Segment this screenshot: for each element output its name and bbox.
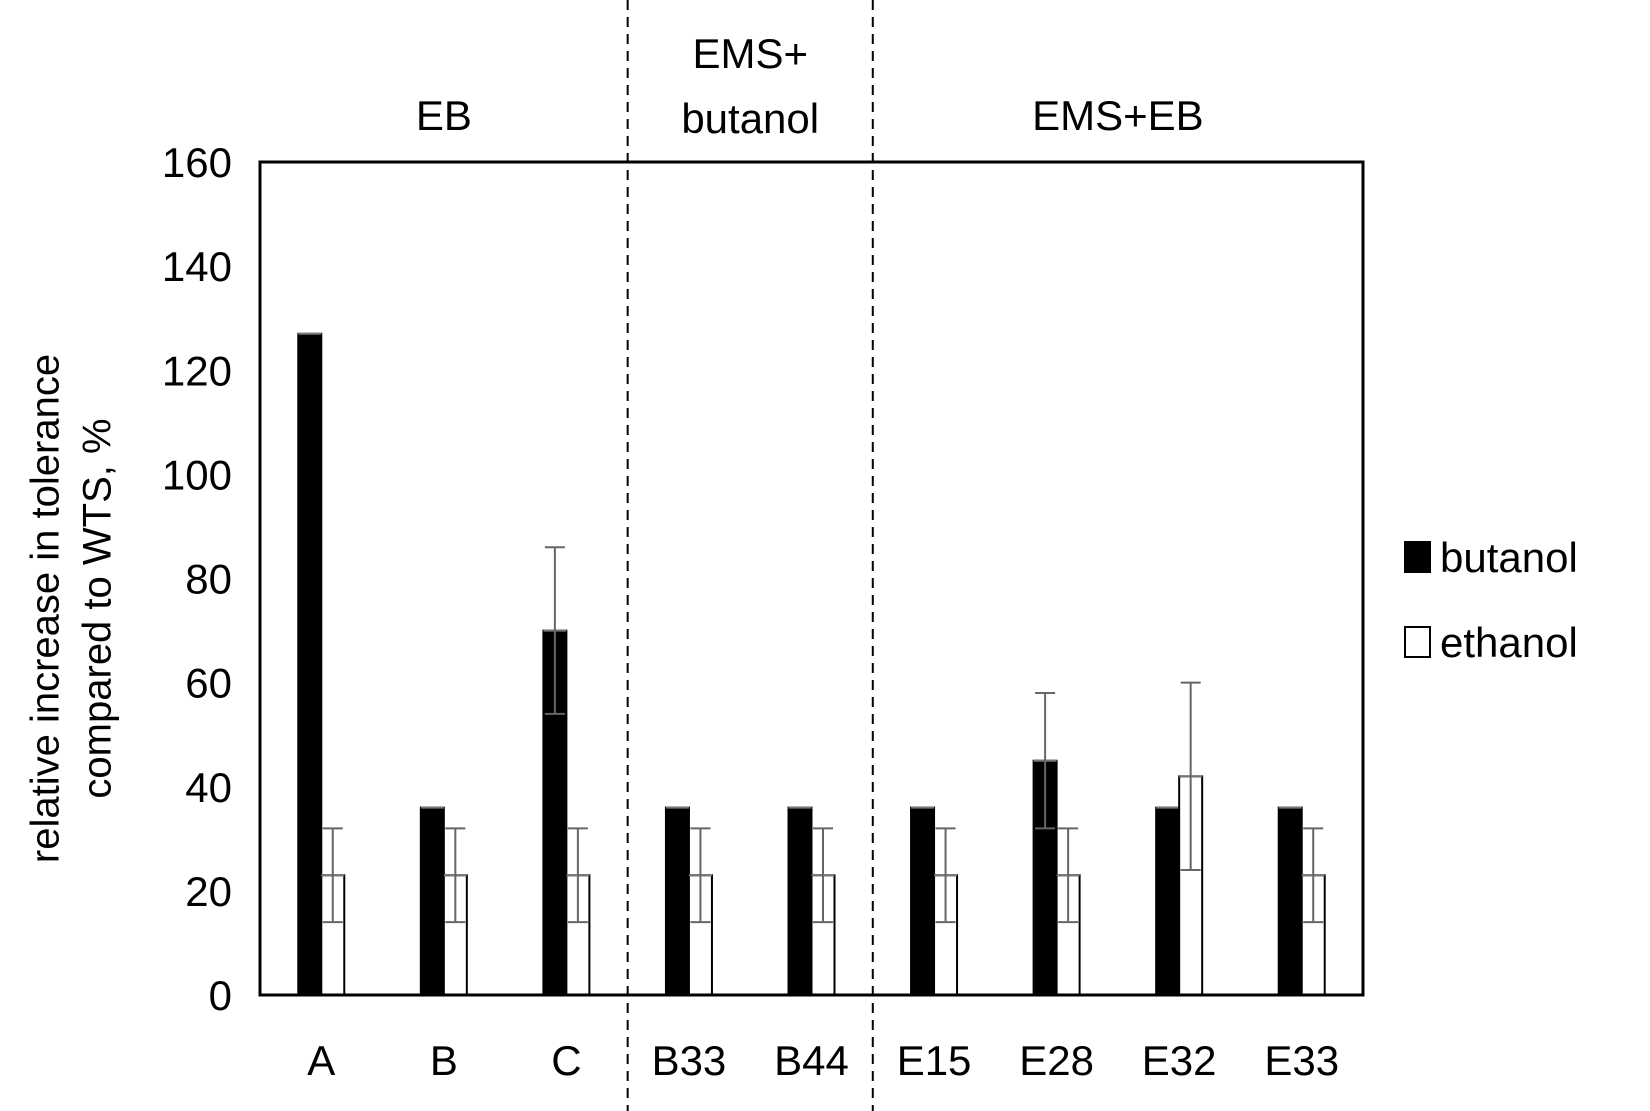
group-label: EMS+EB (1032, 92, 1204, 139)
y-axis-label-line: relative increase in tolerance (24, 354, 68, 863)
x-tick-label: E15 (897, 1037, 972, 1084)
group-dividers (626, 0, 874, 1111)
legend: butanol ethanol (1404, 534, 1578, 666)
group-label: butanol (681, 95, 819, 142)
y-tick-label: 60 (185, 660, 232, 707)
x-axis-categories: A B C B33 B44 E15 E28 E32 E33 (307, 1037, 1339, 1084)
butanol-bar (297, 332, 323, 996)
y-tick-label: 100 (162, 451, 232, 498)
y-tick-label: 0 (209, 972, 232, 1019)
x-tick-label: C (551, 1037, 581, 1084)
y-tick-label: 160 (162, 139, 232, 186)
x-tick-label: B (430, 1037, 458, 1084)
y-tick-label: 40 (185, 764, 232, 811)
x-tick-label: E33 (1264, 1037, 1339, 1084)
butanol-legend-label: butanol (1440, 534, 1578, 581)
x-tick-label: A (307, 1037, 335, 1084)
plot-frame (258, 160, 1365, 997)
butanol-bar (787, 806, 813, 997)
y-axis-label: relative increase in tolerance compared t… (24, 354, 120, 863)
group-label: EMS+ (692, 30, 808, 77)
x-tick-label: E28 (1019, 1037, 1094, 1084)
bars (297, 332, 1326, 997)
y-tick-label: 20 (185, 868, 232, 915)
y-tick-label: 120 (162, 347, 232, 394)
error-bars (322, 546, 1324, 924)
butanol-bar (1155, 806, 1181, 997)
group-label: EB (416, 92, 472, 139)
ethanol-legend-swatch (1404, 626, 1431, 658)
butanol-bar (419, 806, 445, 997)
y-tick-label: 80 (185, 556, 232, 603)
butanol-bar (664, 806, 690, 997)
group-labels: EB EMS+ butanol EMS+EB (416, 30, 1204, 142)
x-tick-label: E32 (1142, 1037, 1217, 1084)
butanol-legend-swatch (1404, 541, 1431, 573)
y-axis-label-line: compared to WTS, % (76, 418, 120, 798)
y-axis-ticks: 0 20 40 60 80 100 120 140 160 (162, 139, 232, 1019)
ethanol-legend-label: ethanol (1440, 619, 1578, 666)
y-tick-label: 140 (162, 243, 232, 290)
x-tick-label: B33 (652, 1037, 727, 1084)
x-tick-label: B44 (774, 1037, 849, 1084)
butanol-bar (1277, 806, 1303, 997)
butanol-bar (910, 806, 936, 997)
